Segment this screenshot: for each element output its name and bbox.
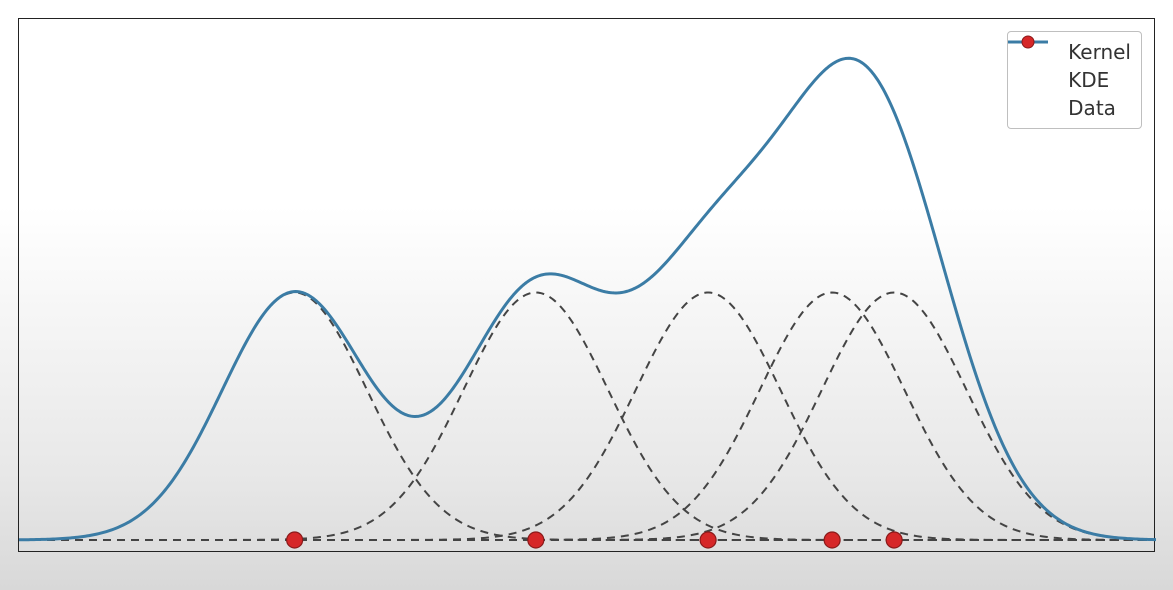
data-point-0: [287, 532, 303, 548]
legend-label-data: Data: [1068, 96, 1116, 120]
kernel-curve-1: [19, 293, 1156, 540]
kernel-curve-2: [19, 293, 1156, 540]
legend-item-kde: KDE: [1018, 66, 1131, 94]
data-point-1: [528, 532, 544, 548]
legend-item-data: Data: [1018, 94, 1131, 122]
legend-label-kernel: Kernel: [1068, 40, 1131, 64]
legend-swatch-kde: [1018, 70, 1058, 90]
data-point-4: [886, 532, 902, 548]
kernel-curve-0: [19, 293, 1156, 540]
legend-label-kde: KDE: [1068, 68, 1109, 92]
legend-swatch-data: [1018, 98, 1058, 118]
kde-curve: [19, 58, 1156, 540]
data-point-3: [824, 532, 840, 548]
kde-chart: [19, 19, 1156, 553]
kernel-curve-3: [19, 293, 1156, 540]
kernel-curve-4: [19, 293, 1156, 540]
data-point-2: [700, 532, 716, 548]
legend: Kernel KDE Data: [1007, 31, 1142, 129]
kde-chart-frame: Kernel KDE Data: [18, 18, 1155, 552]
